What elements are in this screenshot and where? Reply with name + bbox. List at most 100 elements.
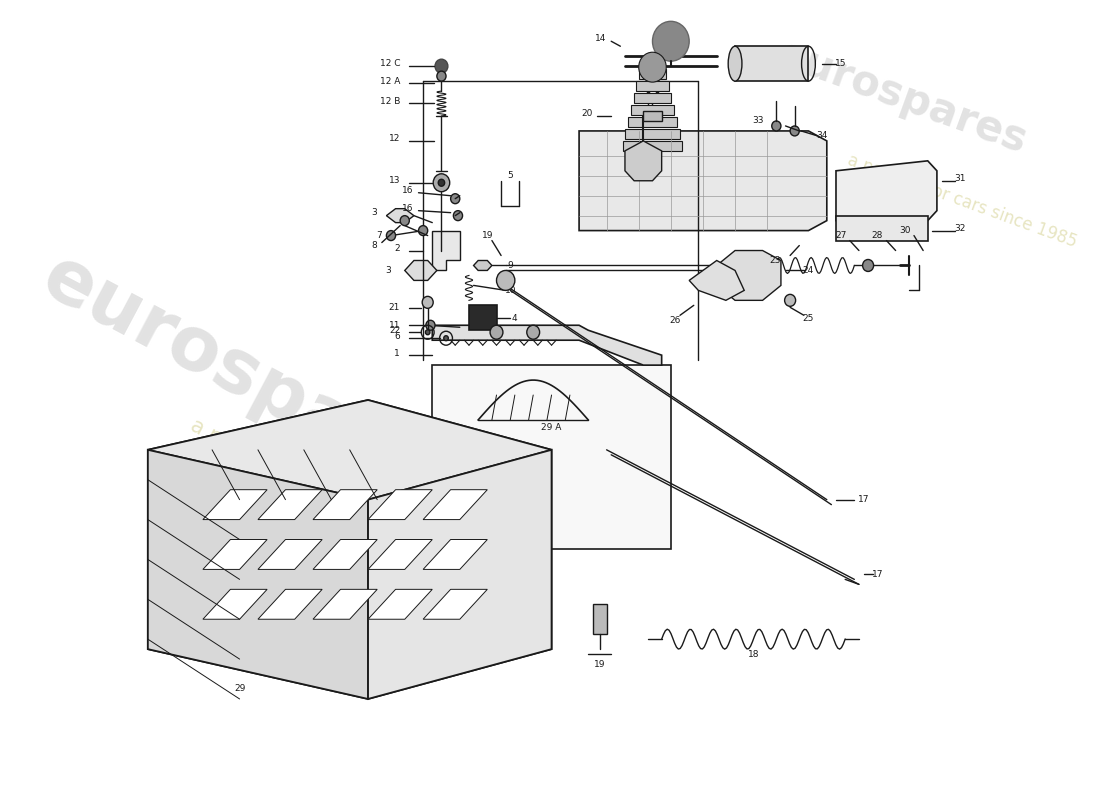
Text: 2: 2 [395, 244, 400, 253]
Circle shape [790, 126, 800, 136]
Text: eurospares: eurospares [771, 32, 1033, 162]
Text: a passion for cars since 1985: a passion for cars since 1985 [187, 415, 466, 576]
Text: 4: 4 [512, 314, 518, 322]
Circle shape [400, 216, 409, 226]
Bar [735, 46, 808, 81]
Polygon shape [202, 590, 267, 619]
Text: 21: 21 [388, 303, 400, 312]
Circle shape [438, 179, 444, 186]
Polygon shape [432, 365, 671, 550]
Circle shape [639, 52, 667, 82]
Bar [469, 306, 496, 330]
Polygon shape [202, 490, 267, 519]
Text: 26: 26 [670, 316, 681, 325]
Text: 29 A: 29 A [541, 423, 562, 433]
Text: 20: 20 [582, 110, 593, 118]
Text: 15: 15 [835, 59, 846, 68]
Polygon shape [314, 539, 377, 570]
Text: 3: 3 [372, 208, 377, 217]
Circle shape [443, 336, 449, 341]
Text: 18: 18 [748, 650, 759, 658]
Polygon shape [432, 230, 460, 270]
Circle shape [433, 174, 450, 192]
Polygon shape [424, 590, 487, 619]
Circle shape [496, 270, 515, 290]
Polygon shape [314, 490, 377, 519]
Circle shape [772, 121, 781, 131]
Text: 8: 8 [372, 241, 377, 250]
Circle shape [862, 259, 873, 271]
Text: 28: 28 [871, 231, 883, 240]
Polygon shape [368, 450, 551, 699]
Bar [639, 69, 665, 79]
Text: 31: 31 [954, 174, 966, 183]
Polygon shape [386, 209, 414, 222]
Polygon shape [147, 400, 551, 699]
Text: 19: 19 [594, 659, 606, 669]
Text: 32: 32 [954, 224, 966, 233]
Circle shape [453, 210, 463, 221]
Text: 10: 10 [505, 286, 516, 295]
Text: 11: 11 [388, 321, 400, 330]
Circle shape [426, 330, 430, 334]
Text: 7: 7 [376, 231, 382, 240]
Text: 9: 9 [507, 261, 513, 270]
Text: 12 A: 12 A [379, 77, 400, 86]
Polygon shape [257, 539, 322, 570]
Text: a passion for cars since 1985: a passion for cars since 1985 [846, 150, 1080, 250]
Text: 24: 24 [803, 266, 814, 275]
Polygon shape [368, 590, 432, 619]
Bar [631, 105, 674, 115]
Polygon shape [147, 450, 368, 699]
Text: 17: 17 [871, 570, 883, 579]
Bar [637, 81, 669, 91]
Circle shape [422, 296, 433, 308]
Polygon shape [202, 539, 267, 570]
Text: 22: 22 [389, 326, 400, 334]
Polygon shape [474, 261, 492, 270]
Text: 30: 30 [899, 226, 911, 235]
Circle shape [437, 71, 446, 81]
Text: 12 B: 12 B [379, 97, 400, 106]
Text: 16: 16 [403, 186, 414, 195]
Circle shape [784, 294, 795, 306]
Circle shape [491, 326, 503, 339]
Polygon shape [836, 161, 937, 221]
Circle shape [386, 230, 396, 241]
Text: 23: 23 [770, 256, 781, 265]
Text: 14: 14 [595, 34, 606, 42]
Bar [628, 117, 676, 127]
Ellipse shape [728, 46, 741, 81]
Text: 12: 12 [388, 134, 400, 143]
Text: 29: 29 [234, 685, 245, 694]
Polygon shape [690, 261, 745, 300]
Bar [623, 141, 682, 151]
Bar [626, 129, 680, 139]
Polygon shape [625, 141, 662, 181]
Bar [634, 93, 671, 103]
Text: 12 C: 12 C [379, 58, 400, 68]
Bar [836, 216, 927, 241]
Polygon shape [405, 261, 437, 281]
Polygon shape [717, 250, 781, 300]
Circle shape [418, 226, 428, 235]
Circle shape [652, 22, 690, 61]
Polygon shape [579, 131, 827, 230]
Text: 3: 3 [385, 266, 390, 275]
Text: 17: 17 [858, 495, 869, 504]
Polygon shape [257, 490, 322, 519]
Text: 13: 13 [388, 176, 400, 186]
Text: eurospares: eurospares [30, 241, 483, 528]
Text: 1: 1 [395, 349, 400, 358]
Polygon shape [314, 590, 377, 619]
Text: 16: 16 [403, 204, 414, 213]
Text: 33: 33 [752, 117, 763, 126]
Polygon shape [432, 326, 662, 365]
Circle shape [451, 194, 460, 204]
Circle shape [527, 326, 540, 339]
Polygon shape [424, 490, 487, 519]
Circle shape [434, 59, 448, 73]
Text: 5: 5 [507, 171, 513, 180]
Circle shape [426, 320, 434, 330]
Text: 27: 27 [835, 231, 846, 240]
